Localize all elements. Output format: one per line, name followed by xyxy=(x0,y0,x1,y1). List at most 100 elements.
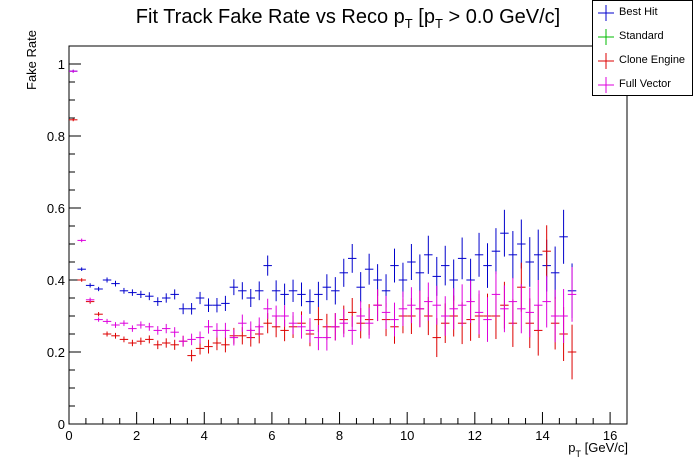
point-full-vector xyxy=(271,305,281,327)
legend-entry-clone-engine: Clone Engine xyxy=(593,49,692,73)
legend-entry-best-hit: Best Hit xyxy=(593,1,692,25)
x-axis-label: pT [GeV/c] xyxy=(568,440,628,459)
point-best-hit xyxy=(297,282,306,307)
y-tick-label: 0.4 xyxy=(47,273,65,288)
point-best-hit xyxy=(314,281,323,307)
point-clone-engine xyxy=(162,338,171,348)
point-full-vector xyxy=(246,321,255,340)
point-best-hit xyxy=(508,231,518,279)
point-best-hit xyxy=(483,243,492,288)
point-best-hit xyxy=(339,258,348,287)
point-best-hit xyxy=(136,290,146,298)
point-full-vector xyxy=(297,314,306,339)
point-best-hit xyxy=(364,253,374,285)
point-full-vector xyxy=(441,296,450,336)
point-best-hit xyxy=(534,229,543,280)
point-best-hit xyxy=(424,235,433,274)
data-points xyxy=(69,69,577,380)
point-best-hit xyxy=(390,248,399,283)
point-best-hit xyxy=(441,245,450,286)
point-best-hit xyxy=(288,279,298,302)
point-full-vector xyxy=(136,321,146,329)
legend-entry-standard: Standard xyxy=(593,25,692,49)
point-best-hit xyxy=(407,244,416,280)
point-full-vector xyxy=(195,331,205,344)
point-best-hit xyxy=(111,280,120,287)
y-tick-label: 0 xyxy=(58,417,65,432)
point-best-hit xyxy=(195,291,205,305)
point-full-vector xyxy=(407,287,416,324)
y-tick-label: 0.2 xyxy=(47,345,65,360)
point-full-vector xyxy=(77,238,86,243)
point-full-vector xyxy=(525,287,534,338)
series-full-vector xyxy=(69,69,577,351)
point-best-hit xyxy=(153,297,162,306)
point-best-hit xyxy=(178,303,188,315)
legend-label-full-vector: Full Vector xyxy=(619,78,671,90)
point-clone-engine xyxy=(145,335,154,344)
point-best-hit xyxy=(474,232,484,277)
point-clone-engine xyxy=(94,312,103,317)
point-best-hit xyxy=(212,298,222,313)
point-best-hit xyxy=(356,272,365,303)
point-full-vector xyxy=(94,317,103,322)
x-tick-label: 8 xyxy=(336,428,343,443)
point-full-vector xyxy=(390,302,399,337)
point-full-vector xyxy=(364,307,374,339)
point-full-vector xyxy=(500,285,509,333)
legend-label-standard: Standard xyxy=(619,30,664,42)
point-full-vector xyxy=(474,290,484,335)
point-best-hit xyxy=(229,279,239,296)
point-full-vector xyxy=(508,277,518,326)
point-best-hit xyxy=(238,282,247,300)
point-full-vector xyxy=(288,312,298,335)
series-clone-engine xyxy=(69,118,577,380)
point-full-vector xyxy=(128,325,137,332)
point-full-vector xyxy=(483,297,492,342)
point-full-vector xyxy=(212,323,222,338)
point-clone-engine xyxy=(170,339,179,350)
point-full-vector xyxy=(356,300,365,332)
point-best-hit xyxy=(491,228,501,275)
point-full-vector xyxy=(153,326,162,335)
x-tick-label: 6 xyxy=(268,428,275,443)
point-clone-engine xyxy=(77,278,86,282)
point-best-hit xyxy=(94,286,103,292)
point-full-vector xyxy=(178,335,188,347)
point-best-hit xyxy=(85,283,95,288)
x-tick-label: 14 xyxy=(535,428,549,443)
x-tick-label: 12 xyxy=(468,428,482,443)
point-clone-engine xyxy=(212,335,222,351)
point-best-hit xyxy=(305,289,315,314)
point-best-hit xyxy=(255,281,264,301)
legend-marker-standard xyxy=(598,29,614,45)
point-best-hit xyxy=(457,237,467,280)
point-clone-engine xyxy=(136,337,146,345)
point-full-vector xyxy=(170,327,179,338)
point-full-vector xyxy=(221,322,230,338)
point-clone-engine xyxy=(195,342,205,355)
point-full-vector xyxy=(204,319,213,334)
point-full-vector xyxy=(69,69,78,73)
point-best-hit xyxy=(102,277,112,283)
point-clone-engine xyxy=(153,340,162,350)
legend-entry-full-vector: Full Vector xyxy=(593,73,692,97)
point-full-vector xyxy=(517,284,526,334)
point-best-hit xyxy=(204,298,213,313)
point-full-vector xyxy=(102,318,112,324)
y-tick-label: 0.6 xyxy=(47,201,65,216)
y-tick-label: 0.8 xyxy=(47,129,65,144)
point-best-hit xyxy=(271,280,281,302)
point-best-hit xyxy=(77,267,86,271)
point-best-hit xyxy=(162,293,171,303)
legend: Best Hit Standard Clone Engine Full Vect… xyxy=(592,0,693,96)
point-clone-engine xyxy=(542,225,551,278)
point-full-vector xyxy=(305,318,315,343)
point-best-hit xyxy=(221,295,230,311)
x-tick-label: 10 xyxy=(400,428,414,443)
point-full-vector xyxy=(449,288,458,330)
point-full-vector xyxy=(348,316,357,345)
point-best-hit xyxy=(280,283,289,306)
point-best-hit xyxy=(170,289,179,300)
point-full-vector xyxy=(466,280,475,323)
